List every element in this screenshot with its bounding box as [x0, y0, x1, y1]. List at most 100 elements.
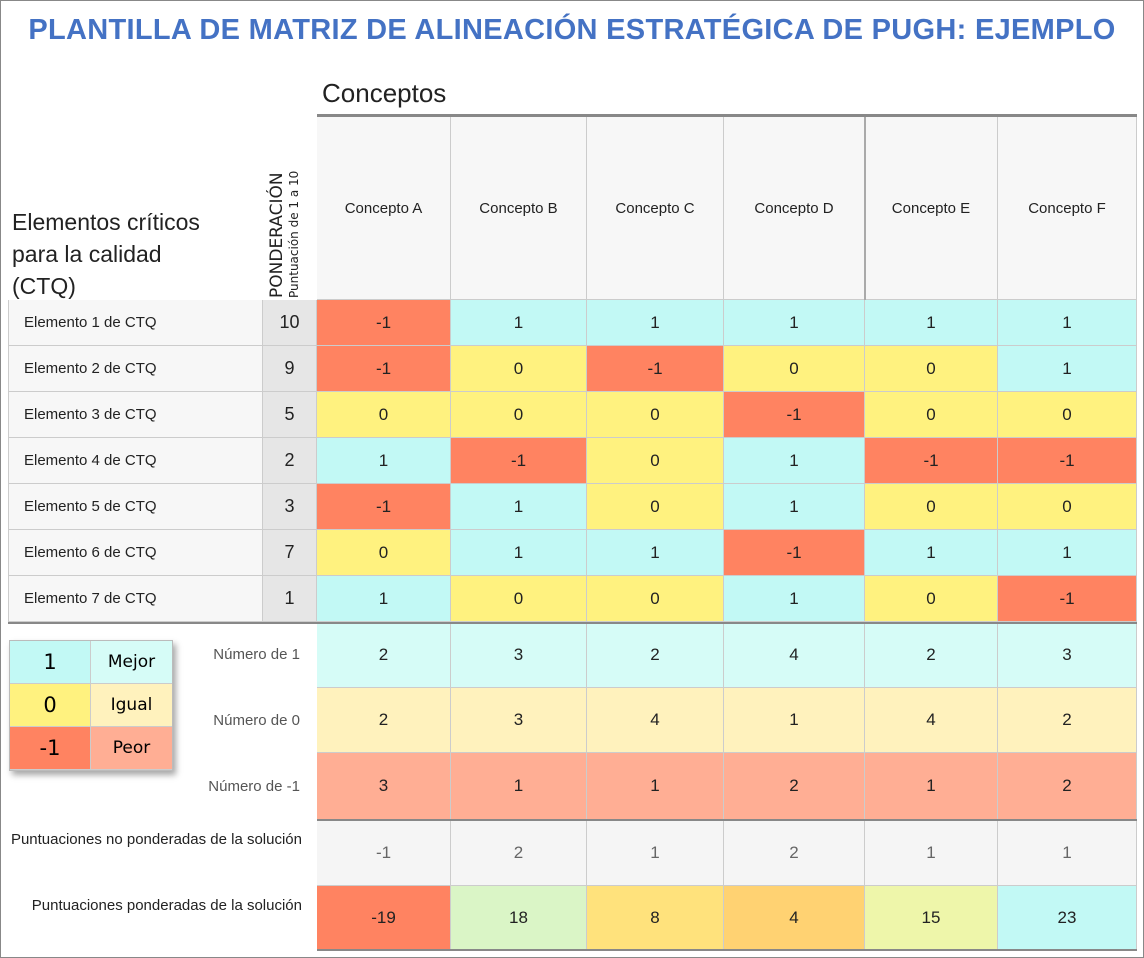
score-cell: -1	[451, 438, 587, 484]
score-cell: -1	[317, 346, 451, 392]
ctq-weight: 7	[263, 530, 317, 576]
score-cell: 0	[451, 392, 587, 438]
weighted-score-cell: 15	[865, 886, 998, 950]
summary-cell: 4	[865, 688, 998, 753]
weighted-score-cell: 23	[998, 886, 1137, 950]
weighted-score-cell: 18	[451, 886, 587, 950]
score-cell: 0	[865, 484, 998, 530]
ctq-row-label: Elemento 7 de CTQ	[8, 576, 263, 622]
score-cell: 0	[865, 576, 998, 622]
score-cell: 0	[317, 392, 451, 438]
summary-cell: 3	[317, 753, 451, 820]
unweighted-score-label: Puntuaciones no ponderadas de la solució…	[10, 831, 302, 848]
weighted-score-cell: 8	[587, 886, 724, 950]
summary-cell: 1	[865, 753, 998, 820]
summary-cell: 4	[724, 622, 865, 688]
summary-cell: 2	[317, 622, 451, 688]
score-cell: 1	[865, 530, 998, 576]
summary-cell: 2	[998, 753, 1137, 820]
ctq-title-line: (CTQ)	[12, 273, 76, 299]
legend-value: 1	[10, 641, 91, 684]
weight-header-subtitle: Puntuación de 1 a 10	[287, 170, 301, 298]
unweighted-score-cell: 1	[998, 820, 1137, 886]
score-cell: 0	[587, 484, 724, 530]
score-cell: 0	[865, 392, 998, 438]
score-cell: 0	[998, 484, 1137, 530]
score-cell: 1	[724, 576, 865, 622]
ctq-row-label: Elemento 6 de CTQ	[8, 530, 263, 576]
score-cell: 0	[724, 346, 865, 392]
summary-cell: 2	[724, 753, 865, 820]
divider	[317, 819, 1137, 821]
unweighted-score-cell: 1	[587, 820, 724, 886]
score-cell: 0	[998, 392, 1137, 438]
summary-cell: 1	[451, 753, 587, 820]
legend-row-better: 1 Mejor	[10, 641, 172, 684]
legend-text: Igual	[91, 684, 172, 727]
divider	[317, 949, 1137, 951]
summary-cell: 3	[998, 622, 1137, 688]
weighted-score-cell: -19	[317, 886, 451, 950]
unweighted-score-cell: 2	[451, 820, 587, 886]
legend-text: Peor	[91, 727, 172, 770]
score-cell: -1	[587, 346, 724, 392]
summary-cell: 3	[451, 688, 587, 753]
score-cell: -1	[998, 438, 1137, 484]
score-cell: 1	[317, 438, 451, 484]
ctq-row-label: Elemento 3 de CTQ	[8, 392, 263, 438]
page-title: PLANTILLA DE MATRIZ DE ALINEACIÓN ESTRAT…	[28, 14, 1116, 46]
summary-cell: 1	[724, 688, 865, 753]
legend-value: 0	[10, 684, 91, 727]
legend-value: -1	[10, 727, 91, 770]
score-cell: 0	[317, 530, 451, 576]
score-cell: 1	[998, 530, 1137, 576]
concept-header: Concepto A	[317, 117, 451, 300]
summary-cell: 2	[865, 622, 998, 688]
legend-text: Mejor	[91, 641, 172, 684]
concept-header: Concepto F	[998, 117, 1137, 300]
ctq-weight: 1	[263, 576, 317, 622]
score-cell: 1	[451, 484, 587, 530]
weighted-score-label: Puntuaciones ponderadas de la solución	[31, 897, 302, 914]
divider	[8, 622, 317, 624]
score-cell: 1	[724, 484, 865, 530]
score-cell: 1	[724, 438, 865, 484]
divider	[317, 622, 1137, 624]
summary-label: Número de 0	[213, 711, 300, 729]
score-cell: -1	[317, 484, 451, 530]
summary-cell: 3	[451, 622, 587, 688]
ctq-weight: 10	[263, 300, 317, 346]
ctq-row-label: Elemento 4 de CTQ	[8, 438, 263, 484]
weight-header: PONDERACIÓN Puntuación de 1 a 10	[267, 170, 302, 298]
score-cell: 1	[724, 300, 865, 346]
ctq-weight: 9	[263, 346, 317, 392]
concepts-label: Conceptos	[322, 78, 447, 108]
weighted-score-cell: 4	[724, 886, 865, 950]
unweighted-score-cell: 1	[865, 820, 998, 886]
score-cell: -1	[724, 530, 865, 576]
summary-cell: 4	[587, 688, 724, 753]
score-cell: 1	[451, 530, 587, 576]
legend: 1 Mejor 0 Igual -1 Peor	[9, 640, 173, 771]
ctq-row-label: Elemento 1 de CTQ	[8, 300, 263, 346]
score-cell: 0	[451, 346, 587, 392]
score-cell: -1	[724, 392, 865, 438]
concept-header: Concepto B	[451, 117, 587, 300]
score-cell: -1	[865, 438, 998, 484]
unweighted-score-cell: -1	[317, 820, 451, 886]
weight-header-title: PONDERACIÓN	[267, 172, 287, 298]
score-cell: 0	[865, 346, 998, 392]
score-cell: 1	[998, 346, 1137, 392]
ctq-row-label: Elemento 5 de CTQ	[8, 484, 263, 530]
score-cell: 1	[451, 300, 587, 346]
legend-row-equal: 0 Igual	[10, 684, 172, 727]
score-cell: -1	[317, 300, 451, 346]
concept-header: Concepto D	[724, 117, 865, 300]
unweighted-score-cell: 2	[724, 820, 865, 886]
score-cell: 0	[587, 392, 724, 438]
ctq-weight: 2	[263, 438, 317, 484]
ctq-title-line: Elementos críticos	[12, 209, 200, 235]
summary-cell: 2	[317, 688, 451, 753]
legend-row-worse: -1 Peor	[10, 727, 172, 770]
ctq-weight: 5	[263, 392, 317, 438]
